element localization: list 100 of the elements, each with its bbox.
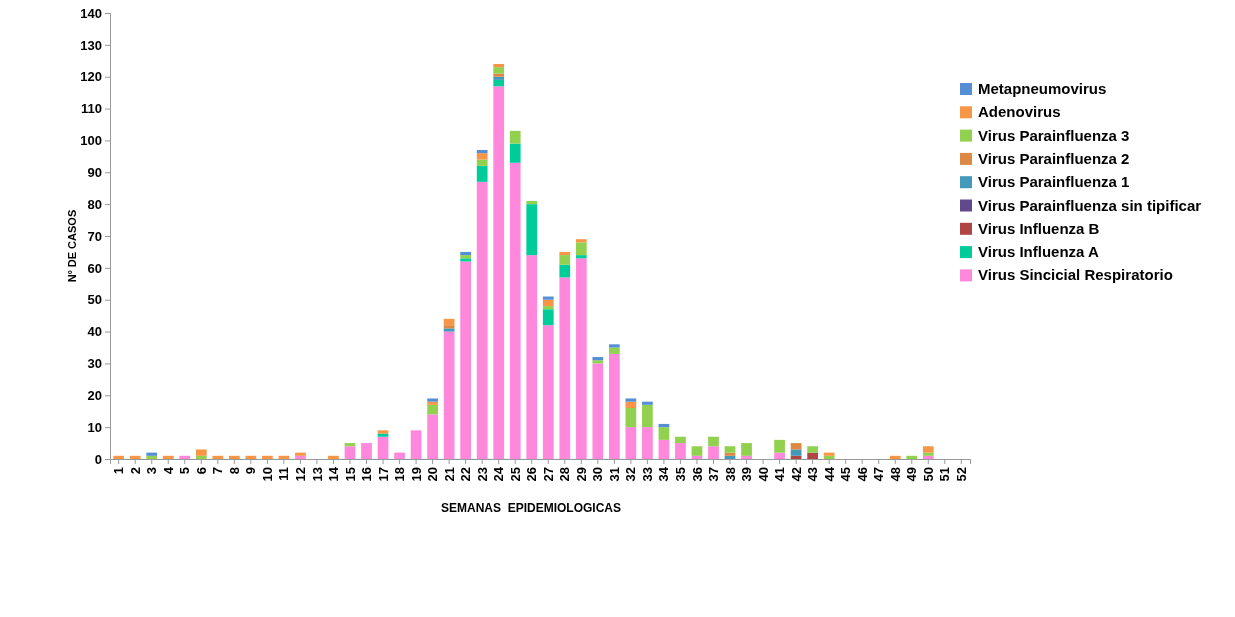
bar	[493, 79, 505, 87]
x-tick-label: 24	[491, 466, 507, 482]
y-tick-label: 90	[87, 164, 102, 180]
legend-label: Virus Sincicial Respiratorio	[978, 266, 1173, 284]
bar	[625, 408, 637, 428]
x-tick-label: 41	[772, 467, 788, 482]
legend-label: Virus Parainfluenza 3	[978, 126, 1130, 144]
bar	[691, 446, 703, 456]
bar	[476, 153, 488, 160]
bar	[708, 446, 719, 459]
bar	[542, 299, 554, 307]
x-tick-label: 28	[557, 467, 573, 482]
bar	[774, 452, 785, 459]
bar	[559, 277, 571, 459]
bar	[724, 446, 736, 453]
bar	[642, 401, 653, 405]
bar	[476, 165, 488, 182]
bar	[625, 427, 637, 459]
bar	[113, 455, 125, 459]
y-tick-label: 30	[87, 356, 102, 372]
bar	[443, 331, 455, 459]
y-tick-label: 10	[87, 419, 102, 435]
y-tick-label: 20	[87, 387, 102, 403]
bar	[509, 130, 521, 144]
bar	[592, 363, 604, 459]
bar	[559, 264, 571, 278]
bar	[559, 255, 571, 265]
x-tick-label: 17	[375, 467, 391, 482]
y-tick-label: 50	[87, 292, 102, 308]
x-tick-label: 52	[953, 467, 969, 482]
x-tick-label: 9	[243, 467, 259, 475]
bar	[394, 452, 405, 459]
bar	[460, 251, 472, 256]
y-tick-label: 40	[87, 324, 102, 340]
y-tick-label: 120	[80, 69, 102, 85]
bar	[807, 446, 818, 453]
bar	[195, 449, 207, 456]
bar	[129, 455, 141, 459]
y-axis-title: Nº DE CASOS	[66, 209, 78, 283]
legend-label: Adenovirus	[978, 103, 1061, 121]
x-tick-label: 26	[524, 467, 540, 482]
x-tick-label: 14	[326, 466, 342, 482]
x-tick-label: 21	[441, 467, 457, 482]
bar	[427, 414, 438, 459]
x-tick-label: 33	[639, 467, 655, 482]
y-tick-label: 80	[87, 196, 102, 212]
bar	[509, 143, 521, 163]
x-tick-label: 19	[408, 467, 424, 482]
x-tick-label: 8	[226, 467, 242, 475]
x-axis-title: SEMANAS EPIDEMIOLOGICAS	[440, 501, 622, 515]
bar	[212, 455, 224, 459]
y-tick-label: 110	[81, 101, 102, 117]
bar	[195, 455, 207, 459]
bar	[493, 67, 505, 74]
x-tick-label: 1	[111, 467, 127, 475]
x-tick-label: 4	[160, 466, 176, 475]
bar	[542, 306, 554, 310]
bar	[493, 63, 505, 68]
x-tick-label: 11	[276, 467, 292, 481]
x-tick-label: 39	[739, 467, 755, 482]
legend-label: Metapneumovirus	[978, 80, 1107, 97]
bar	[476, 149, 488, 154]
x-tick-label: 10	[259, 467, 275, 482]
bar	[377, 436, 389, 459]
bar	[542, 296, 554, 300]
x-tick-label: 42	[788, 467, 804, 482]
bar	[344, 446, 356, 459]
x-tick-label: 29	[573, 467, 589, 482]
x-tick-label: 35	[672, 467, 688, 482]
x-tick-label: 30	[590, 467, 606, 482]
legend-label: Virus Parainfluenza 2	[978, 149, 1130, 167]
y-tick-label: 140	[80, 5, 102, 21]
bar	[741, 443, 752, 456]
x-tick-label: 40	[755, 467, 771, 482]
x-tick-label: 18	[392, 467, 408, 482]
x-tick-label: 50	[920, 467, 936, 482]
bar	[575, 255, 587, 259]
x-tick-label: 7	[210, 467, 226, 475]
bar	[361, 443, 372, 459]
x-tick-label: 27	[540, 467, 556, 482]
x-tick-label: 38	[722, 467, 738, 482]
x-tick-label: 51	[937, 467, 953, 482]
x-tick-label: 16	[359, 467, 375, 482]
legend-label: Virus Influenza A	[978, 243, 1100, 261]
x-tick-label: 44	[821, 466, 837, 482]
bar	[410, 430, 422, 459]
legend-label: Virus Parainfluenza sin tipificar	[978, 196, 1202, 214]
x-tick-label: 25	[507, 467, 523, 482]
x-tick-label: 43	[805, 467, 821, 482]
x-tick-label: 45	[838, 467, 854, 482]
bar	[575, 239, 587, 243]
bar	[575, 258, 587, 459]
bar	[460, 261, 472, 459]
x-tick-label: 32	[623, 467, 639, 482]
x-tick-label: 23	[474, 467, 490, 482]
bar	[526, 204, 538, 256]
x-tick-label: 3	[144, 467, 160, 475]
x-tick-label: 20	[425, 467, 441, 482]
y-tick-label: 130	[80, 37, 102, 53]
x-tick-label: 12	[292, 467, 308, 482]
